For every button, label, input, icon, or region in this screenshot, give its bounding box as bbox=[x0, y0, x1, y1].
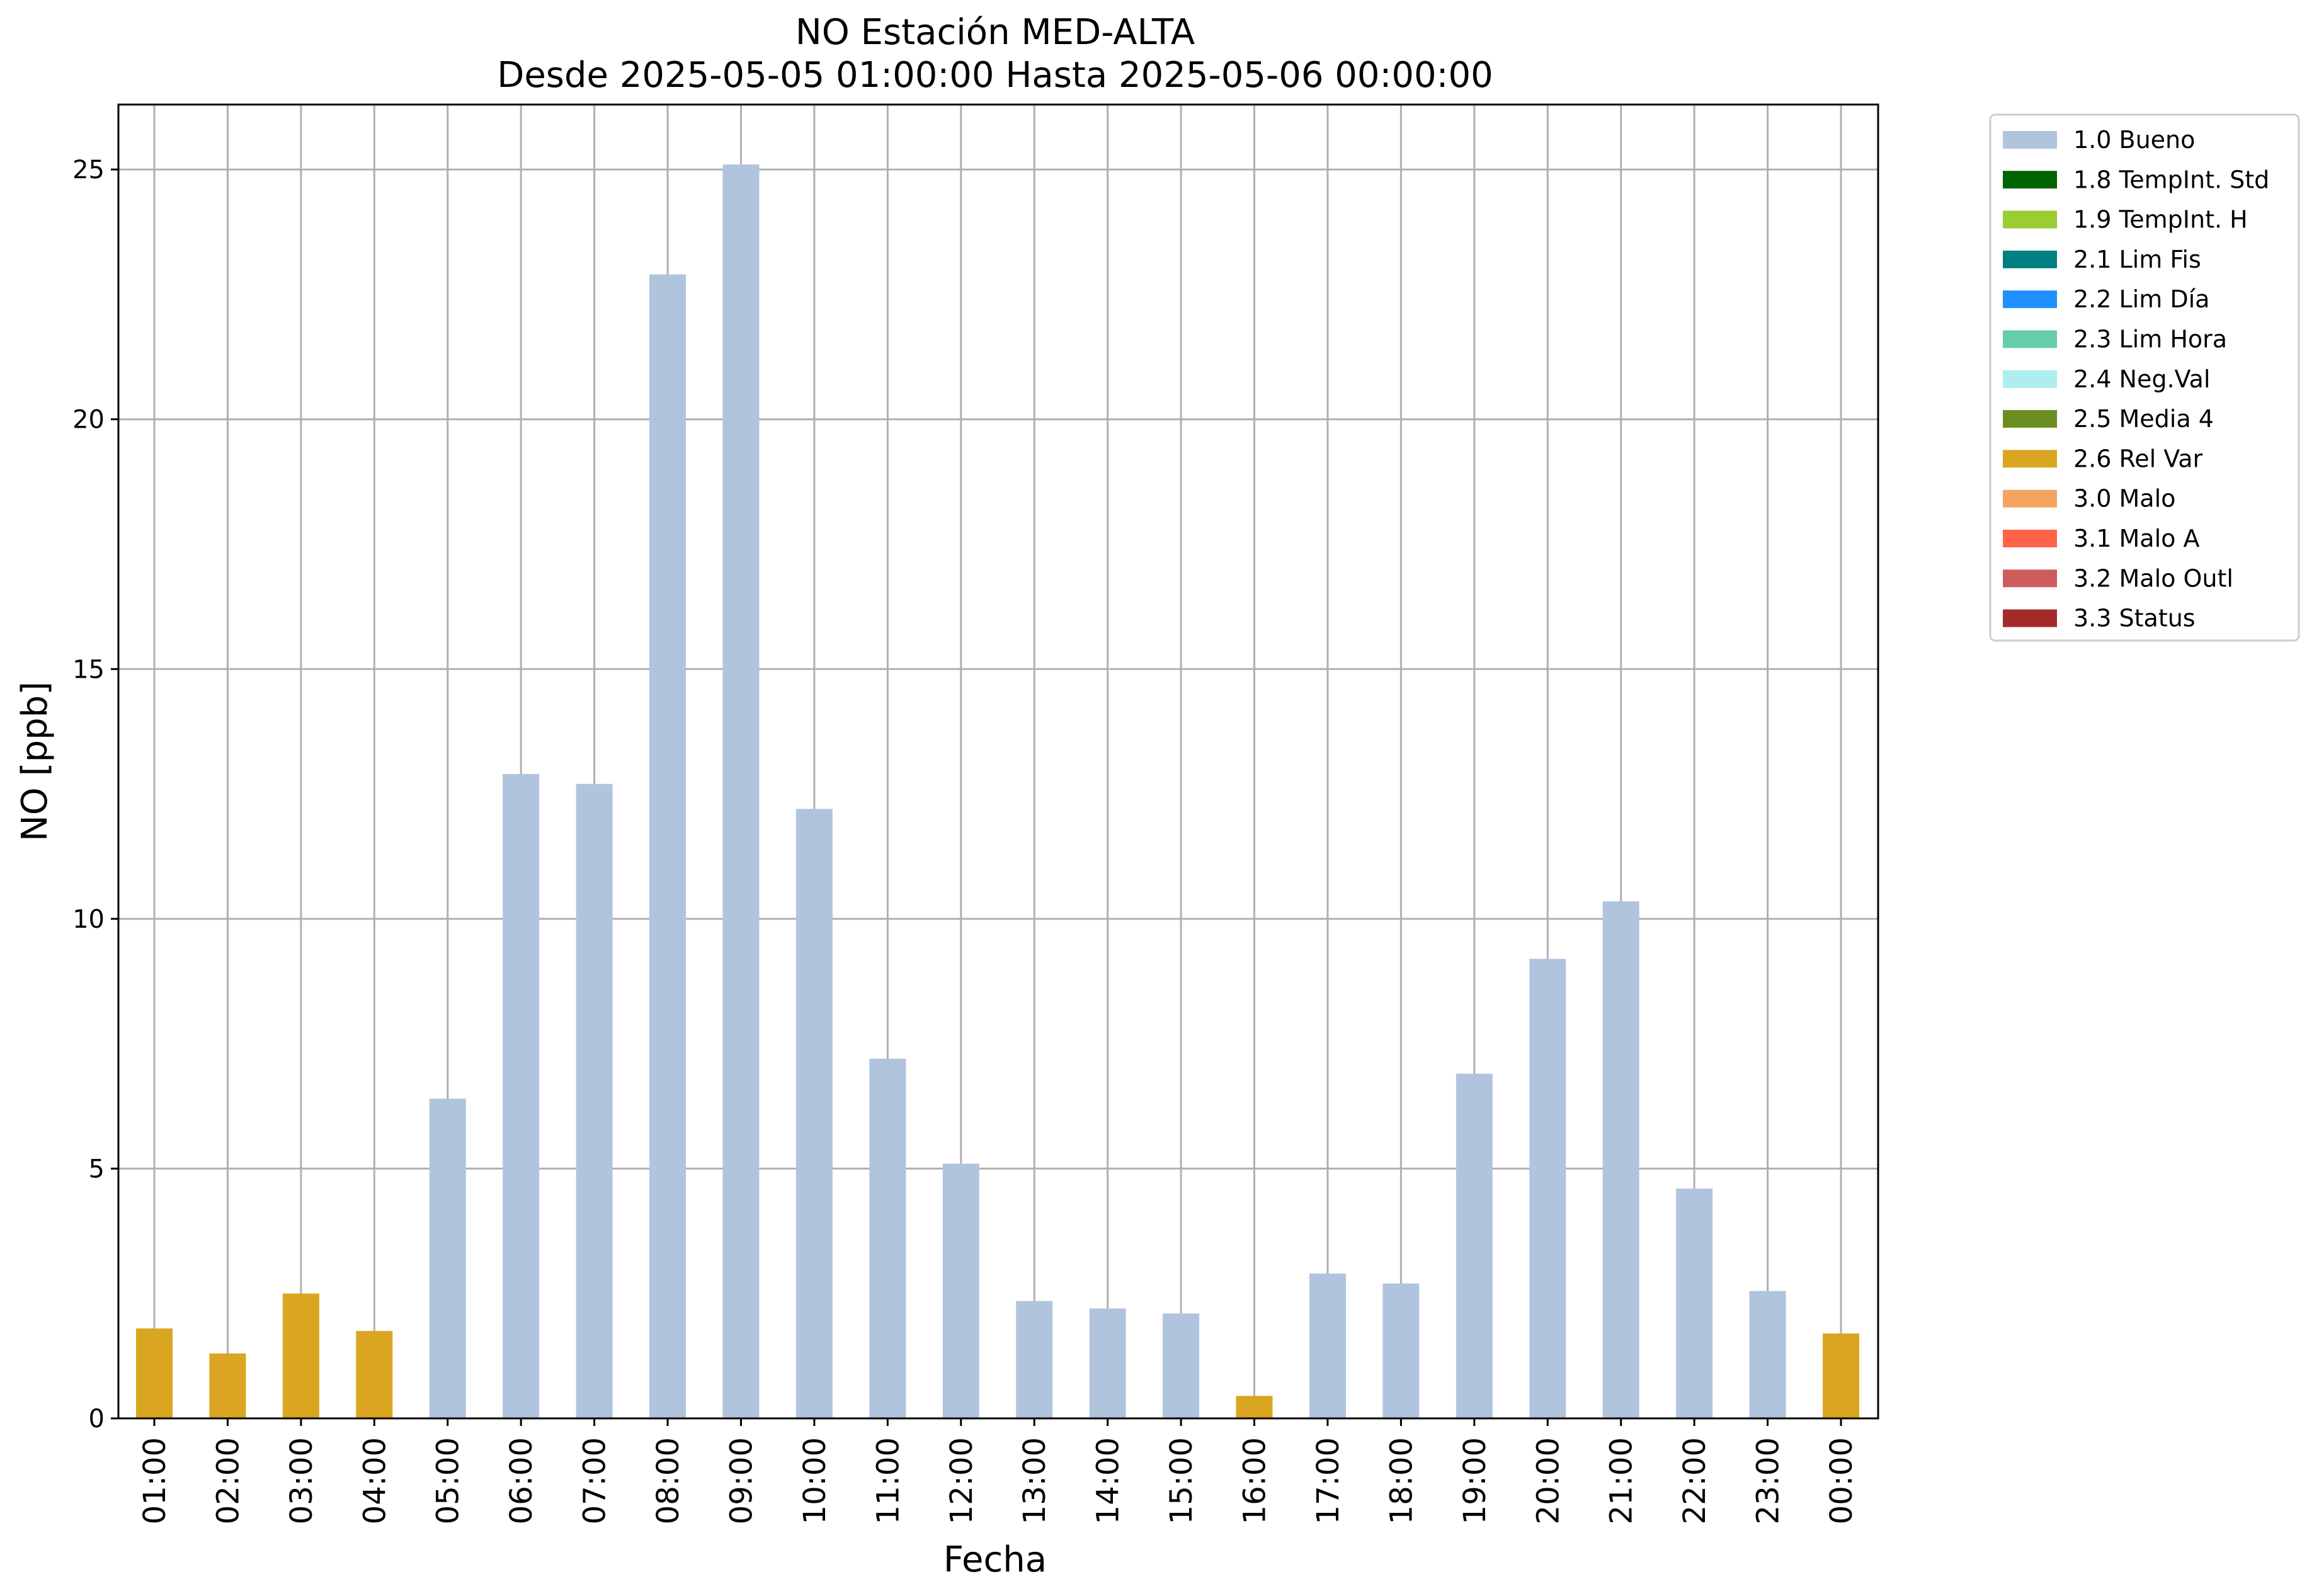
x-tick-label: 10:00 bbox=[797, 1437, 833, 1524]
legend-label: 3.1 Malo A bbox=[2073, 525, 2199, 552]
x-axis-label: Fecha bbox=[943, 1539, 1047, 1580]
x-tick-label: 19:00 bbox=[1457, 1437, 1493, 1524]
bar-1400 bbox=[1089, 1308, 1126, 1418]
chart-subtitle: Desde 2025-05-05 01:00:00 Hasta 2025-05-… bbox=[497, 55, 1493, 96]
legend-label: 2.2 Lim Día bbox=[2073, 285, 2209, 313]
bar-1800 bbox=[1382, 1283, 1420, 1418]
bar-1000 bbox=[795, 809, 833, 1418]
legend-swatch bbox=[2003, 569, 2057, 588]
legend-label: 1.8 TempInt. Std bbox=[2073, 166, 2269, 193]
x-tick-label: 08:00 bbox=[651, 1437, 686, 1524]
bar-1300 bbox=[1016, 1301, 1053, 1418]
bar-1200 bbox=[942, 1163, 979, 1418]
legend-swatch bbox=[2003, 250, 2057, 268]
bar-0700 bbox=[576, 784, 613, 1418]
y-tick-label: 15 bbox=[72, 655, 105, 684]
bar-1900 bbox=[1456, 1073, 1493, 1418]
legend-label: 1.0 Bueno bbox=[2073, 126, 2195, 154]
plot-frame bbox=[117, 103, 1879, 1420]
x-tick-label: 07:00 bbox=[578, 1437, 613, 1524]
x-tick-label: 05:00 bbox=[431, 1437, 466, 1524]
legend-label: 2.6 Rel Var bbox=[2073, 445, 2203, 472]
x-tick-label: 17:00 bbox=[1311, 1437, 1346, 1524]
legend-box bbox=[1989, 113, 2300, 642]
x-tick-label: 20:00 bbox=[1530, 1437, 1566, 1524]
legend-label: 2.5 Media 4 bbox=[2073, 405, 2214, 433]
legend-swatch bbox=[2003, 450, 2057, 468]
bars-group bbox=[136, 164, 1859, 1419]
bar-1500 bbox=[1163, 1313, 1200, 1418]
x-tick-label: 12:00 bbox=[944, 1437, 979, 1524]
legend-swatch bbox=[2003, 131, 2057, 149]
x-tick-label: 06:00 bbox=[504, 1437, 539, 1524]
legend-swatch bbox=[2003, 330, 2057, 348]
x-tick-label: 13:00 bbox=[1017, 1437, 1052, 1524]
chart-title: NO Estación MED-ALTA bbox=[795, 12, 1195, 53]
bar-1700 bbox=[1309, 1273, 1346, 1418]
x-tick-label: 00:00 bbox=[1824, 1437, 1859, 1524]
x-tick-label: 01:00 bbox=[137, 1437, 173, 1524]
y-tick-label: 25 bbox=[72, 156, 105, 185]
x-tick-label: 03:00 bbox=[284, 1437, 319, 1524]
y-tick-label: 5 bbox=[89, 1154, 105, 1183]
x-tick-label: 16:00 bbox=[1238, 1437, 1273, 1524]
bar-0300 bbox=[282, 1293, 319, 1418]
x-tick-label: 22:00 bbox=[1677, 1437, 1712, 1524]
x-tick-label: 09:00 bbox=[724, 1437, 759, 1524]
y-tick-label: 0 bbox=[89, 1405, 105, 1434]
x-tick-label: 23:00 bbox=[1751, 1437, 1786, 1524]
x-tick-label: 21:00 bbox=[1604, 1437, 1639, 1524]
legend-swatch bbox=[2003, 489, 2057, 508]
legend-swatch bbox=[2003, 530, 2057, 547]
y-tick-label: 20 bbox=[72, 406, 105, 435]
bar-0000 bbox=[1823, 1333, 1859, 1418]
legend-swatch bbox=[2003, 290, 2057, 309]
bar-0600 bbox=[503, 773, 540, 1418]
bar-1600 bbox=[1236, 1396, 1273, 1418]
bar-2200 bbox=[1676, 1188, 1713, 1418]
bar-0100 bbox=[136, 1328, 173, 1418]
legend-label: 2.4 Neg.Val bbox=[2073, 365, 2210, 393]
legend-swatch bbox=[2003, 609, 2057, 627]
bar-2300 bbox=[1749, 1291, 1786, 1418]
x-tick-label: 14:00 bbox=[1091, 1437, 1126, 1524]
legend-swatch bbox=[2003, 171, 2057, 189]
legend-swatch bbox=[2003, 410, 2057, 428]
x-tick-label: 11:00 bbox=[870, 1437, 906, 1524]
legend-label: 3.2 Malo Outl bbox=[2073, 564, 2233, 592]
legend-swatch bbox=[2003, 370, 2057, 388]
x-ticks: 01:00 02:00 03:00 04:00 05:00 06:00 07:00 08:00… bbox=[137, 1418, 1859, 1524]
legend: 1.0 Bueno 1.8 TempInt. Std 1.9 TempInt. H 2… bbox=[1989, 113, 2300, 642]
y-tick-label: 10 bbox=[72, 905, 105, 934]
bar-0200 bbox=[209, 1353, 246, 1418]
y-axis-label: NO [ppb] bbox=[14, 681, 55, 841]
bar-2000 bbox=[1529, 959, 1566, 1418]
legend-label: 3.3 Status bbox=[2073, 605, 2196, 632]
x-tick-label: 04:00 bbox=[357, 1437, 392, 1524]
bar-1100 bbox=[869, 1058, 906, 1418]
legend-label: 3.0 Malo bbox=[2073, 485, 2175, 513]
bar-0500 bbox=[429, 1098, 466, 1418]
bar-2100 bbox=[1602, 901, 1639, 1418]
legend-swatch bbox=[2003, 210, 2057, 229]
legend-label: 2.3 Lim Hora bbox=[2073, 326, 2227, 353]
bar-0800 bbox=[649, 274, 687, 1419]
legend-label: 2.1 Lim Fis bbox=[2073, 246, 2201, 273]
legend-label: 1.9 TempInt. H bbox=[2073, 206, 2248, 234]
x-tick-label: 15:00 bbox=[1164, 1437, 1199, 1524]
y-ticks: 0 5 10 15 20 25 bbox=[72, 156, 118, 1434]
x-tick-label: 02:00 bbox=[210, 1437, 246, 1524]
x-tick-label: 18:00 bbox=[1384, 1437, 1419, 1524]
bar-0900 bbox=[722, 164, 760, 1418]
bar-0400 bbox=[356, 1331, 393, 1418]
